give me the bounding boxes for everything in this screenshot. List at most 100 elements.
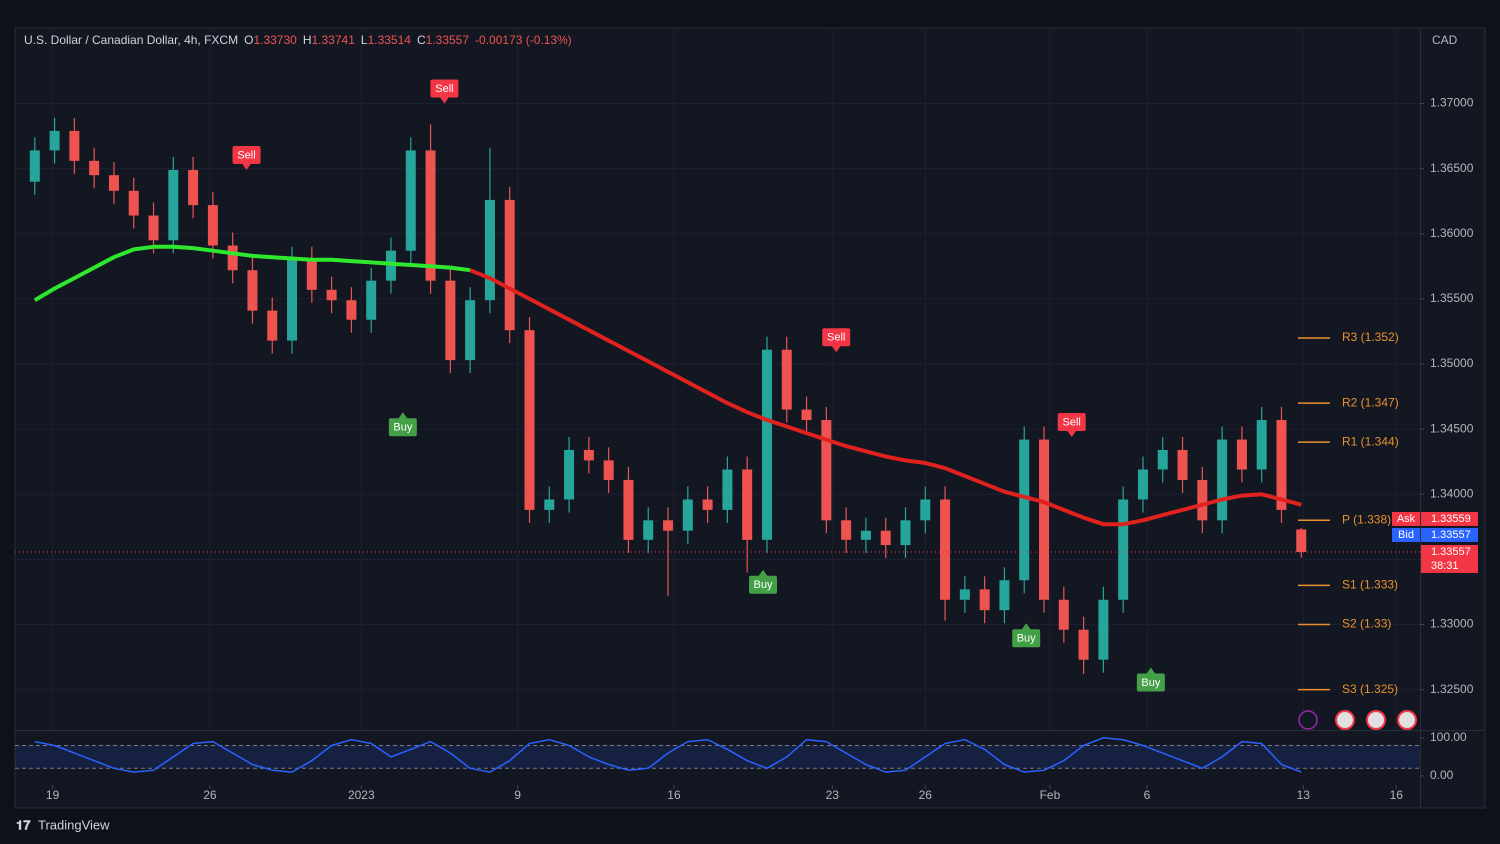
candle-body bbox=[880, 530, 891, 546]
candle-body bbox=[623, 479, 634, 540]
candle-body bbox=[524, 330, 535, 510]
candle-body bbox=[682, 499, 693, 531]
candle-body bbox=[1256, 420, 1267, 470]
y-tick-label: 1.35500 bbox=[1430, 291, 1474, 305]
x-tick-label: 13 bbox=[1297, 788, 1311, 802]
candle-body bbox=[1217, 439, 1228, 521]
signal-label: Buy bbox=[754, 579, 773, 591]
candle-body bbox=[1019, 439, 1030, 581]
y-tick-label: 1.33000 bbox=[1430, 617, 1474, 631]
candle-body bbox=[761, 349, 772, 540]
signal-badge bbox=[1136, 673, 1165, 692]
quote-value: 1.33559 bbox=[1431, 513, 1471, 525]
flag-icon[interactable] bbox=[1335, 710, 1355, 730]
signal-pointer bbox=[397, 412, 408, 420]
candle-body bbox=[128, 190, 139, 216]
pivot-label: S2 (1.33) bbox=[1342, 617, 1391, 631]
toolbar-icons bbox=[1298, 710, 1417, 730]
chart-header: U.S. Dollar / Canadian Dollar, 4h, FXCM O… bbox=[24, 33, 572, 47]
candle-body bbox=[425, 150, 436, 281]
signal-label: Buy bbox=[1141, 677, 1160, 689]
last-price-box bbox=[1421, 544, 1478, 573]
oscillator-pane bbox=[15, 737, 1420, 773]
signal-label: Buy bbox=[393, 422, 412, 434]
brand-name: TradingView bbox=[38, 817, 110, 832]
x-tick-label: 9 bbox=[514, 788, 521, 802]
quote-label: Bid bbox=[1398, 529, 1414, 541]
candle-body bbox=[801, 409, 812, 421]
flag-icon[interactable] bbox=[1397, 710, 1417, 730]
moving-average bbox=[469, 268, 1302, 527]
signal-badge bbox=[1057, 412, 1086, 431]
candle-body bbox=[1137, 469, 1148, 500]
signal-label: Sell bbox=[237, 149, 255, 161]
y-tick-label: 1.34500 bbox=[1430, 421, 1474, 435]
quote-value: 1.33557 bbox=[1431, 529, 1471, 541]
osc-tick-label: 0.00 bbox=[1430, 768, 1454, 782]
x-tick-label: 19 bbox=[46, 788, 60, 802]
signal-pointer bbox=[241, 162, 252, 170]
signal-label: Sell bbox=[827, 332, 845, 344]
y-tick-label: 1.37000 bbox=[1430, 96, 1474, 110]
ohlc-key: L bbox=[361, 33, 368, 47]
x-tick-label: 23 bbox=[826, 788, 840, 802]
signal-pointer bbox=[439, 96, 450, 104]
candle-body bbox=[1177, 449, 1188, 480]
quote-box bbox=[1421, 511, 1478, 526]
candle-body bbox=[168, 169, 179, 241]
signal-pointer bbox=[1021, 623, 1032, 631]
candle-body bbox=[108, 175, 119, 191]
quote-tag bbox=[1392, 511, 1420, 526]
candle-body bbox=[920, 499, 931, 521]
last-price-value: 1.33557 bbox=[1431, 546, 1471, 558]
candle-body bbox=[564, 449, 575, 500]
x-tick-label: 26 bbox=[203, 788, 217, 802]
candle-body bbox=[603, 460, 614, 480]
candle-body bbox=[326, 289, 337, 301]
candle-body bbox=[29, 150, 40, 182]
candle-body bbox=[1236, 439, 1247, 470]
pivot-label: S1 (1.333) bbox=[1342, 578, 1398, 592]
lightning-icon[interactable] bbox=[1298, 710, 1318, 730]
quote-tag bbox=[1392, 527, 1420, 542]
candle-body bbox=[306, 259, 317, 290]
plot-area: Sell Sell Buy Sell Buy Sell Buy Buy bbox=[15, 79, 1420, 692]
candle-body bbox=[267, 310, 278, 341]
candle-body bbox=[405, 150, 416, 251]
candle-body bbox=[287, 259, 298, 341]
signal-pointer bbox=[831, 345, 842, 353]
pivot-label: R3 (1.352) bbox=[1342, 330, 1399, 344]
candle-body bbox=[1058, 599, 1069, 630]
y-tick-label: 1.36500 bbox=[1430, 161, 1474, 175]
candle-body bbox=[781, 349, 792, 410]
flag-icon[interactable] bbox=[1366, 710, 1386, 730]
pivot-label: R1 (1.344) bbox=[1342, 434, 1399, 448]
y-tick-label: 1.35000 bbox=[1430, 356, 1474, 370]
candle-body bbox=[1098, 599, 1109, 660]
candle-body bbox=[188, 169, 199, 206]
candle-body bbox=[1157, 449, 1168, 470]
signal-pointer bbox=[1145, 667, 1156, 675]
pivot-label: P (1.338) bbox=[1342, 512, 1391, 526]
signal-badge bbox=[430, 79, 459, 98]
quote-box bbox=[1421, 527, 1478, 542]
candle-body bbox=[1276, 420, 1287, 510]
candle-body bbox=[247, 270, 258, 311]
candle-body bbox=[940, 499, 951, 600]
candle-body bbox=[979, 589, 990, 611]
candle-body bbox=[1078, 629, 1089, 660]
currency: CAD bbox=[1432, 33, 1458, 47]
ohlc-key: O bbox=[244, 33, 253, 47]
candle-body bbox=[583, 449, 594, 461]
candle-body bbox=[702, 499, 713, 510]
x-tick-label: 26 bbox=[919, 788, 933, 802]
candle-body bbox=[366, 280, 377, 320]
signal-label: Sell bbox=[1063, 416, 1081, 428]
candle-body bbox=[227, 245, 238, 271]
ohlc-value: 1.33730 bbox=[253, 33, 297, 47]
pivot-label: S3 (1.325) bbox=[1342, 682, 1398, 696]
ohlc-value: 1.33514 bbox=[368, 33, 412, 47]
candle-body bbox=[445, 280, 456, 361]
candle-body bbox=[959, 589, 970, 600]
candle-body bbox=[89, 160, 100, 176]
